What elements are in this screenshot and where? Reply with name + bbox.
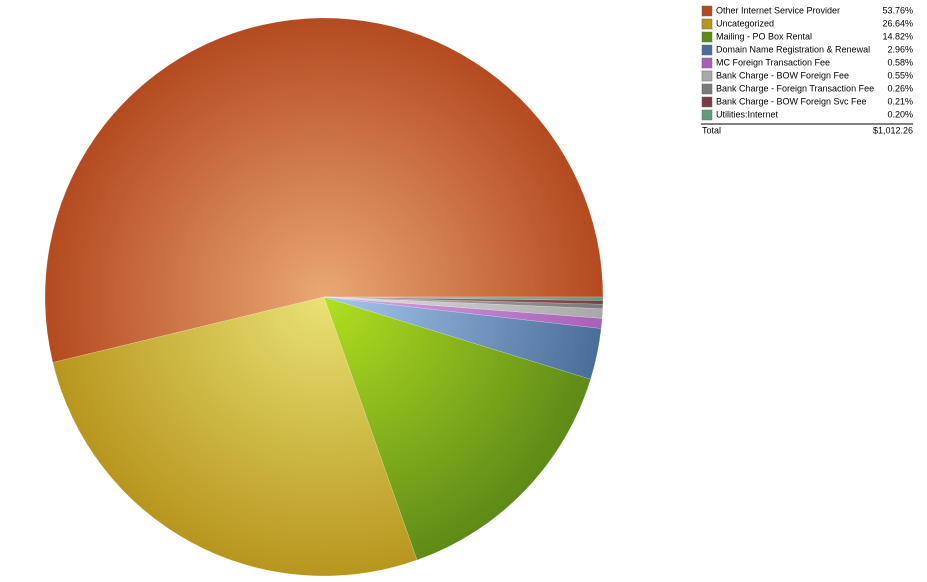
legend-label: Bank Charge - BOW Foreign Fee — [716, 70, 849, 80]
legend-value: 2.96% — [887, 44, 913, 54]
legend-value: 53.76% — [882, 5, 913, 15]
legend-value: 0.26% — [887, 83, 913, 93]
legend-label: Mailing - PO Box Rental — [716, 31, 812, 41]
legend-swatch — [701, 96, 713, 108]
pie-slice — [323, 296, 604, 319]
legend-swatch — [701, 57, 713, 69]
total-value: $1,012.26 — [873, 125, 913, 135]
legend-value: 0.21% — [887, 96, 913, 106]
legend-swatch — [701, 31, 713, 43]
legend-swatch — [701, 44, 713, 56]
legend-value: 0.20% — [887, 109, 913, 119]
pie-slice — [44, 17, 604, 363]
legend-value: 26.64% — [882, 18, 913, 28]
legend-label: Bank Charge - BOW Foreign Svc Fee — [716, 96, 867, 106]
legend-swatch — [701, 83, 713, 95]
pie-slice — [52, 296, 418, 577]
total-label: Total — [702, 125, 721, 135]
legend-label: Other Internet Service Provider — [716, 5, 840, 15]
legend-label: Bank Charge - Foreign Transaction Fee — [716, 83, 874, 93]
legend-label: MC Foreign Transaction Fee — [716, 57, 830, 67]
legend-label: Utilities:Internet — [716, 109, 779, 119]
legend-value: 0.55% — [887, 70, 913, 80]
legend: Total $1,012.26 Other Internet Service P… — [701, 5, 913, 135]
legend-swatch — [701, 18, 713, 30]
legend-swatch — [701, 109, 713, 121]
pie-slice — [323, 296, 591, 561]
pie-slice — [323, 296, 604, 305]
legend-value: 14.82% — [882, 31, 913, 41]
legend-swatch — [701, 5, 713, 17]
pie-slice — [323, 296, 602, 380]
pie-slice — [323, 296, 604, 301]
pie — [44, 17, 604, 577]
legend-label: Domain Name Registration & Renewal — [716, 44, 870, 54]
legend-value: 0.58% — [887, 57, 913, 67]
legend-swatch — [701, 70, 713, 82]
legend-label: Uncategorized — [716, 18, 774, 28]
pie-slice — [323, 296, 604, 310]
pie-slice — [323, 296, 603, 329]
